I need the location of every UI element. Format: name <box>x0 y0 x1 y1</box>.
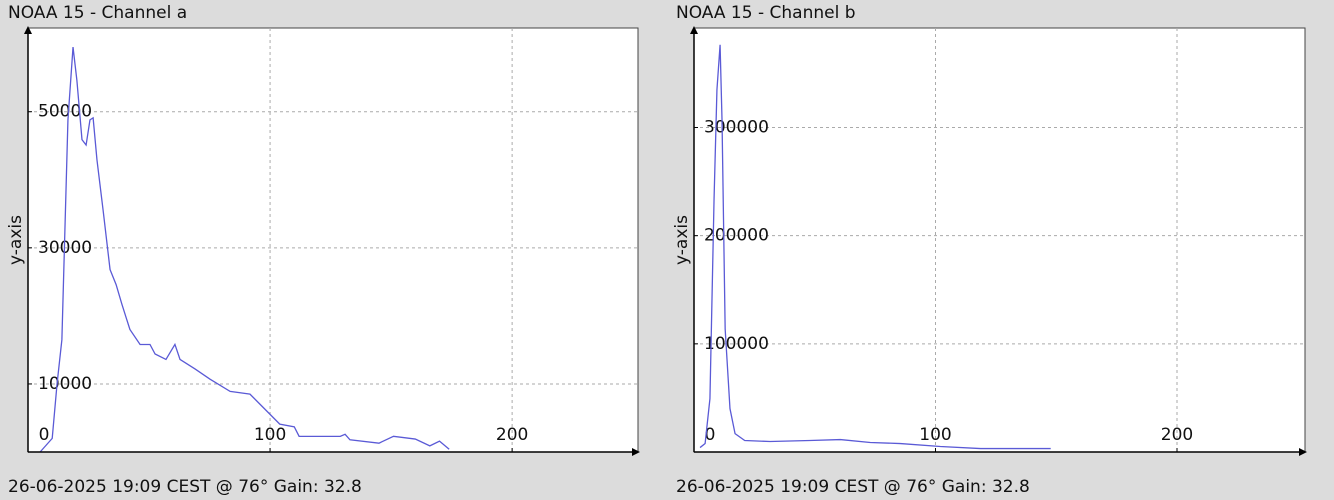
x-tick-label: 0 <box>39 425 50 445</box>
x-axis-arrow <box>632 448 640 456</box>
footer-status: 26-06-2025 19:09 CEST @ 76° Gain: 32.8 <box>8 477 362 497</box>
data-line <box>39 46 450 453</box>
y-axis-arrow <box>690 26 698 34</box>
chart-title: NOAA 15 - Channel b <box>676 3 856 23</box>
x-tick-label: 200 <box>1161 425 1193 445</box>
x-axis-arrow <box>1299 448 1307 456</box>
y-tick-label: 200000 <box>704 226 769 246</box>
x-tick-label: 100 <box>254 425 286 445</box>
x-tick-label: 200 <box>496 425 528 445</box>
chart-title: NOAA 15 - Channel a <box>8 3 187 23</box>
y-axis-arrow <box>24 26 32 34</box>
y-tick-label: 10000 <box>38 374 92 394</box>
plot-area <box>693 27 1306 453</box>
plot-area <box>27 27 639 453</box>
y-axis-label: y-axis <box>6 215 26 265</box>
x-tick-label: 0 <box>705 425 716 445</box>
footer-status: 26-06-2025 19:09 CEST @ 76° Gain: 32.8 <box>676 477 1030 497</box>
x-tick-label: 100 <box>919 425 951 445</box>
y-tick-label: 50000 <box>38 102 92 122</box>
y-tick-label: 300000 <box>704 118 769 138</box>
y-axis-label: y-axis <box>672 215 692 265</box>
data-line <box>699 44 1051 450</box>
y-tick-label: 100000 <box>704 334 769 354</box>
